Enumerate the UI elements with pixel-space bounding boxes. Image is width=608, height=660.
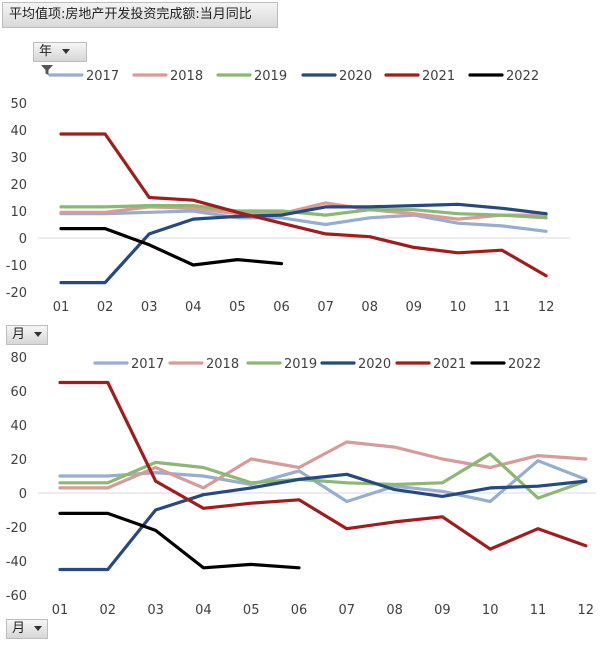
x-tick-label: 12	[578, 603, 595, 618]
dropdown-arrow-icon	[34, 332, 43, 337]
y-tick-label: 0	[19, 232, 27, 247]
y-tick-label: 20	[10, 453, 27, 468]
x-tick-label: 07	[339, 603, 356, 618]
legend-label-2020: 2020	[358, 357, 391, 372]
x-tick-label: 11	[530, 603, 547, 618]
x-tick-label: 01	[52, 603, 69, 618]
series-line-2022	[58, 511, 301, 570]
y-tick-label: 20	[10, 178, 27, 193]
x-tick-label: 08	[386, 603, 403, 618]
x-tick-label: 09	[434, 603, 451, 618]
legend-label-2018: 2018	[170, 69, 203, 84]
y-tick-label: -10	[6, 259, 27, 274]
series-line-2018	[58, 440, 588, 490]
series-line-2022	[59, 227, 284, 267]
dropdown-arrow-icon	[34, 626, 43, 631]
x-tick-label: 02	[100, 603, 117, 618]
x-tick-label: 05	[229, 300, 246, 315]
filter-funnel-icon	[41, 64, 53, 75]
legend-label-2022: 2022	[508, 357, 541, 372]
legend-label-2021: 2021	[433, 357, 466, 372]
y-tick-label: -40	[6, 555, 27, 570]
month-filter-label-bottom: 月	[12, 621, 26, 636]
month-filter-button-top[interactable]: 月	[6, 325, 48, 345]
year-filter-button[interactable]: 年	[33, 42, 87, 75]
y-tick-label: 50	[10, 97, 27, 112]
x-tick-label: 05	[243, 603, 260, 618]
y-tick-label: 10	[10, 205, 27, 220]
x-tick-label: 03	[147, 603, 164, 618]
y-tick-label: -60	[6, 589, 27, 604]
dropdown-arrow-icon	[62, 49, 71, 54]
y-tick-label: 80	[10, 351, 27, 366]
legend-label-2020: 2020	[339, 69, 372, 84]
series-line-2018	[59, 201, 548, 221]
x-tick-label: 12	[538, 300, 555, 315]
series-line-2021	[59, 132, 548, 278]
series-line-2020	[59, 202, 548, 285]
series-line-2021	[58, 380, 588, 551]
x-tick-label: 06	[273, 300, 290, 315]
legend-label-2019: 2019	[284, 357, 317, 372]
y-tick-label: -20	[6, 521, 27, 536]
x-tick-label: 04	[185, 300, 202, 315]
series-line-2017	[58, 459, 588, 504]
month-filter-button-bottom[interactable]: 月	[6, 619, 48, 639]
series-line-2019	[59, 204, 548, 220]
legend-label-2018: 2018	[206, 357, 239, 372]
x-tick-label: 01	[53, 300, 70, 315]
series-line-2020	[58, 472, 588, 572]
legend-label-2019: 2019	[254, 69, 287, 84]
chart-top: -20 -10 0 10 20 30 40 50 01 02 03 04 05 06 07 08 09 10 11 1…	[6, 69, 570, 315]
legend-label-2017: 2017	[86, 69, 119, 84]
x-tick-label: 07	[317, 300, 334, 315]
series-line-2017	[59, 209, 548, 233]
y-tick-label: -20	[6, 286, 27, 301]
legend-label-2021: 2021	[422, 69, 455, 84]
x-tick-label: 06	[291, 603, 308, 618]
y-tick-label: 40	[10, 124, 27, 139]
y-tick-label: 40	[10, 419, 27, 434]
month-filter-label-top: 月	[12, 327, 26, 342]
legend-label-2022: 2022	[506, 69, 539, 84]
x-tick-label: 02	[97, 300, 114, 315]
y-tick-label: 60	[10, 385, 27, 400]
x-tick-label: 08	[361, 300, 378, 315]
chart-bottom: -60 -40 -20 0 20 40 60 80 01 02 03 04 05 06 07 08 09 10 11…	[6, 351, 596, 618]
x-tick-label: 10	[450, 300, 467, 315]
year-filter-label: 年	[39, 44, 53, 59]
x-tick-label: 11	[494, 300, 511, 315]
x-tick-label: 03	[141, 300, 158, 315]
y-tick-label: 30	[10, 151, 27, 166]
x-tick-label: 09	[406, 300, 423, 315]
y-tick-label: 0	[19, 487, 27, 502]
x-tick-label: 04	[195, 603, 212, 618]
x-tick-label: 10	[482, 603, 499, 618]
pivot-value-field-title: 平均值项:房地产开发投资完成额:当月同比	[2, 2, 278, 28]
legend-label-2017: 2017	[131, 357, 164, 372]
